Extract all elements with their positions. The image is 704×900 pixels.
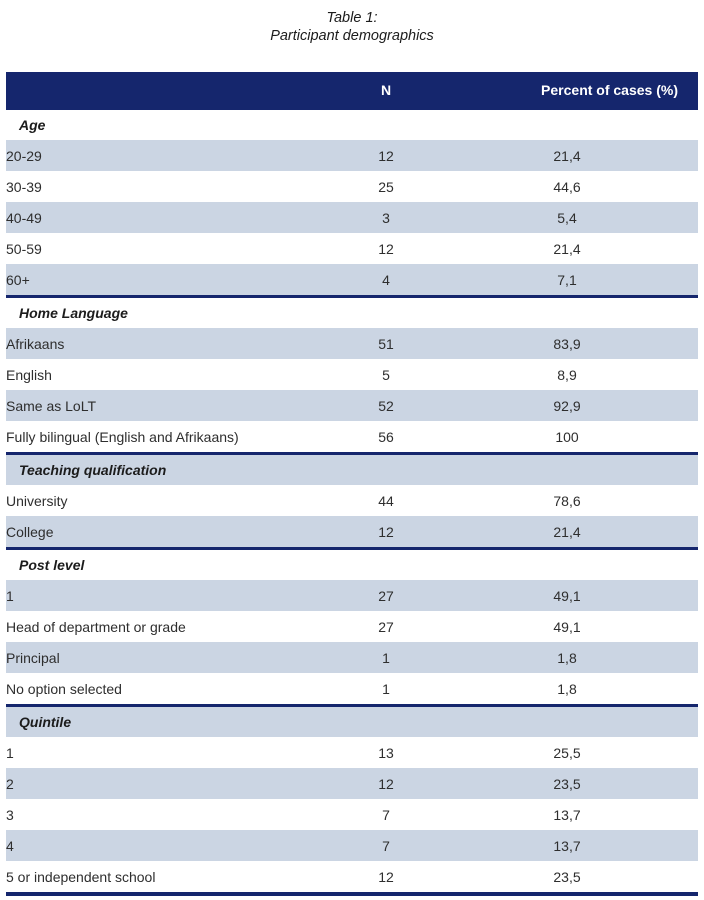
- row-percent-value: 13,7: [553, 837, 581, 854]
- section-label: Quintile: [6, 704, 698, 737]
- row-percent-value: 49,1: [553, 618, 581, 635]
- row-n-value: 7: [382, 837, 390, 854]
- table-row: Afrikaans 51 83,9: [6, 328, 698, 359]
- demographics-table: N Percent of cases (%) Age 20-29 12 21,4 30-…: [6, 72, 698, 896]
- table-row: 1 13 25,5: [6, 737, 698, 768]
- row-percent-value: 23,5: [553, 868, 581, 885]
- table-row: College 12 21,4: [6, 516, 698, 549]
- row-label: Afrikaans: [6, 335, 65, 352]
- row-n-value: 3: [382, 209, 390, 226]
- table-row: Fully bilingual (English and Afrikaans) 5…: [6, 421, 698, 454]
- table-title-line1: Table 1:: [326, 10, 378, 26]
- row-percent-value: 21,4: [553, 240, 581, 257]
- table-row: 30-39 25 44,6: [6, 171, 698, 202]
- table-row: Head of department or grade 27 49,1: [6, 611, 698, 642]
- table-row: 40-49 3 5,4: [6, 202, 698, 233]
- table-title: Table 1: Participant demographics: [0, 0, 704, 45]
- row-n-value: 27: [378, 618, 394, 635]
- row-n-value: 1: [382, 649, 390, 666]
- row-label: 1: [6, 744, 14, 761]
- row-n-value: 12: [378, 240, 394, 257]
- row-percent-value: 5,4: [557, 209, 577, 226]
- row-n-value: 12: [378, 775, 394, 792]
- row-label: English: [6, 366, 52, 383]
- column-header-n: N: [380, 81, 392, 98]
- row-percent-value: 21,4: [553, 147, 581, 164]
- section-header-row: Quintile: [6, 704, 698, 737]
- row-n-value: 44: [378, 492, 394, 509]
- row-percent-value: 1,8: [557, 680, 577, 697]
- table-header-row: N Percent of cases (%): [6, 72, 698, 109]
- row-n-value: 12: [378, 147, 394, 164]
- table-row: 50-59 12 21,4: [6, 233, 698, 264]
- row-percent-value: 100: [555, 428, 579, 445]
- row-label: College: [6, 523, 54, 540]
- row-label: 30-39: [6, 178, 42, 195]
- row-label: 2: [6, 775, 14, 792]
- row-n-value: 51: [378, 335, 394, 352]
- row-percent-value: 1,8: [557, 649, 577, 666]
- section-label: Teaching qualification: [6, 452, 698, 485]
- section-header-row: Home Language: [6, 295, 698, 328]
- section-label: Home Language: [6, 295, 698, 328]
- section-header-row: Post level: [6, 547, 698, 580]
- row-n-value: 1: [382, 680, 390, 697]
- row-label: Same as LoLT: [6, 397, 97, 414]
- row-percent-value: 8,9: [557, 366, 577, 383]
- column-header-percent: Percent of cases (%): [541, 81, 678, 98]
- row-label: 60+: [6, 271, 30, 288]
- table-row: English 5 8,9: [6, 359, 698, 390]
- section-header-row: Teaching qualification: [6, 452, 698, 485]
- table-row: 60+ 4 7,1: [6, 264, 698, 297]
- row-percent-value: 21,4: [553, 523, 581, 540]
- table-row: 5 or independent school 12 23,5: [6, 861, 698, 894]
- row-label: 40-49: [6, 209, 42, 226]
- row-n-value: 12: [378, 868, 394, 885]
- row-percent-value: 23,5: [553, 775, 581, 792]
- row-percent-value: 44,6: [553, 178, 581, 195]
- row-label: University: [6, 492, 68, 509]
- row-n-value: 25: [378, 178, 394, 195]
- section-header-row: Age: [6, 107, 698, 140]
- row-percent-value: 25,5: [553, 744, 581, 761]
- row-label: 20-29: [6, 147, 42, 164]
- row-label: 4: [6, 837, 14, 854]
- row-n-value: 4: [382, 271, 390, 288]
- row-percent-value: 49,1: [553, 587, 581, 604]
- row-label: 5 or independent school: [6, 868, 156, 885]
- row-label: 3: [6, 806, 14, 823]
- table-row: 20-29 12 21,4: [6, 140, 698, 171]
- row-n-value: 7: [382, 806, 390, 823]
- table-row: 1 27 49,1: [6, 580, 698, 611]
- column-header-empty: [6, 72, 336, 109]
- table-row: Same as LoLT 52 92,9: [6, 390, 698, 421]
- row-label: 1: [6, 587, 14, 604]
- row-percent-value: 83,9: [553, 335, 581, 352]
- row-n-value: 13: [378, 744, 394, 761]
- row-n-value: 27: [378, 587, 394, 604]
- row-n-value: 12: [378, 523, 394, 540]
- table-row: Principal 1 1,8: [6, 642, 698, 673]
- row-percent-value: 13,7: [553, 806, 581, 823]
- row-label: No option selected: [6, 680, 122, 697]
- section-label: Age: [6, 107, 698, 140]
- row-percent-value: 7,1: [557, 271, 577, 288]
- row-label: Head of department or grade: [6, 618, 186, 635]
- row-label: Fully bilingual (English and Afrikaans): [6, 428, 239, 445]
- row-n-value: 52: [378, 397, 394, 414]
- table-row: 2 12 23,5: [6, 768, 698, 799]
- row-label: Principal: [6, 649, 60, 666]
- row-percent-value: 92,9: [553, 397, 581, 414]
- section-label: Post level: [6, 547, 698, 580]
- table-row: 3 7 13,7: [6, 799, 698, 830]
- row-n-value: 5: [382, 366, 390, 383]
- table-row: No option selected 1 1,8: [6, 673, 698, 706]
- row-n-value: 56: [378, 428, 394, 445]
- row-label: 50-59: [6, 240, 42, 257]
- table-row: University 44 78,6: [6, 485, 698, 516]
- row-percent-value: 78,6: [553, 492, 581, 509]
- table-title-line2: Participant demographics: [270, 28, 434, 44]
- table-row: 4 7 13,7: [6, 830, 698, 861]
